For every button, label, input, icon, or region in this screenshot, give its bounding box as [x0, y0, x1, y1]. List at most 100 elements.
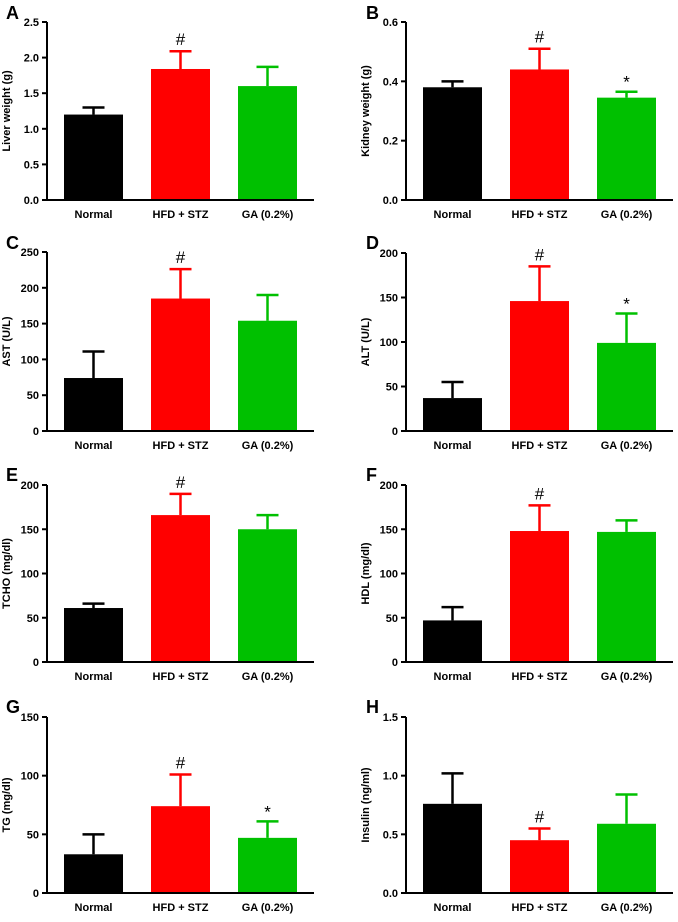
panel-c-letter: C [6, 233, 19, 253]
panel-d-ytick-label: 0 [392, 426, 398, 438]
panel-b-ytick-label: 0.4 [383, 76, 399, 88]
panel-g-letter: G [6, 697, 20, 717]
panel-b-ytick-label: 0.0 [383, 195, 398, 207]
panel-h-y-axis-title: Insulin (ng/ml) [360, 767, 372, 842]
panel-h-ytick-label: 0.5 [383, 829, 398, 841]
panel-a-y-axis-title: Liver weight (g) [1, 70, 13, 152]
panel-e-category-label-hfd-stz: HFD + STZ [153, 671, 209, 683]
panel-f-bar-hfd-stz [510, 531, 569, 662]
panel-e-bar-ga-0-2 [238, 529, 297, 662]
panel-e-bar-normal [64, 608, 123, 662]
panel-b-bar-normal [423, 87, 482, 200]
panel-b-significance-ga-0-2: * [623, 73, 630, 92]
panel-a-letter: A [6, 3, 19, 23]
panel-e-y-axis-title: TCHO (mg/dl) [1, 538, 13, 609]
panel-b-significance-hfd-stz: # [535, 28, 545, 47]
panel-f-ytick-label: 0 [392, 657, 398, 669]
panel-d-significance-hfd-stz: # [535, 245, 545, 264]
panel-a-bar-ga-0-2 [238, 86, 297, 200]
panel-b-ytick-label: 0.2 [383, 136, 398, 148]
panel-e-ytick-label: 200 [21, 480, 39, 492]
panel-g-bar-normal [64, 854, 123, 893]
panel-c-ytick-label: 0 [33, 426, 39, 438]
panel-g-category-label-normal: Normal [75, 902, 113, 914]
panel-c-category-label-hfd-stz: HFD + STZ [153, 440, 209, 452]
panel-g-ytick-label: 150 [21, 712, 39, 724]
panel-e-category-label-ga-0-2: GA (0.2%) [242, 671, 294, 683]
panel-g-significance-hfd-stz: # [176, 753, 186, 772]
panel-a-category-label-hfd-stz: HFD + STZ [153, 209, 209, 221]
panel-c-bar-ga-0-2 [238, 320, 297, 431]
panel-d-category-label-hfd-stz: HFD + STZ [512, 440, 568, 452]
panel-f-bar-normal [423, 620, 482, 662]
panel-a-ytick-label: 2.5 [24, 17, 39, 29]
panel-a-ytick-label: 0.5 [24, 159, 39, 171]
panel-h-category-label-normal: Normal [434, 902, 472, 914]
panel-a-ytick-label: 1.0 [24, 124, 39, 136]
panel-c-y-axis-title: AST (U/L) [1, 316, 13, 366]
panel-h-bar-hfd-stz [510, 840, 569, 893]
panel-c-ytick-label: 100 [21, 354, 39, 366]
panel-f-ytick-label: 100 [380, 569, 398, 581]
panel-c-bar-hfd-stz [151, 298, 210, 431]
panel-h-bar-normal [423, 803, 482, 893]
panel-h-ytick-label: 1.5 [383, 712, 398, 724]
panel-h-category-label-ga-0-2: GA (0.2%) [601, 902, 653, 914]
panel-d-bar-ga-0-2 [597, 342, 656, 431]
panel-e-bar-hfd-stz [151, 515, 210, 662]
panel-b-ytick-label: 0.6 [383, 17, 398, 29]
panel-d-bar-hfd-stz [510, 301, 569, 431]
panel-b-category-label-hfd-stz: HFD + STZ [512, 209, 568, 221]
panel-g-bar-ga-0-2 [238, 837, 297, 893]
panel-b-category-label-ga-0-2: GA (0.2%) [601, 209, 653, 221]
panel-c-ytick-label: 50 [27, 390, 39, 402]
panel-c-category-label-normal: Normal [75, 440, 113, 452]
panel-f-significance-hfd-stz: # [535, 484, 545, 503]
panel-g-ytick-label: 0 [33, 888, 39, 900]
panel-b-bar-hfd-stz [510, 69, 569, 200]
panel-e-significance-hfd-stz: # [176, 473, 186, 492]
panel-c-bar-normal [64, 378, 123, 431]
panel-d-category-label-ga-0-2: GA (0.2%) [601, 440, 653, 452]
panel-c-significance-hfd-stz: # [176, 248, 186, 267]
panel-a-ytick-label: 0.0 [24, 195, 39, 207]
panel-d-ytick-label: 50 [386, 382, 398, 394]
panel-g-bar-hfd-stz [151, 806, 210, 893]
panel-d-y-axis-title: ALT (U/L) [360, 317, 372, 366]
panel-h-bar-ga-0-2 [597, 823, 656, 893]
panel-g-category-label-ga-0-2: GA (0.2%) [242, 902, 294, 914]
panel-a-significance-hfd-stz: # [176, 30, 186, 49]
panel-e-ytick-label: 150 [21, 524, 39, 536]
panel-f-category-label-normal: Normal [434, 671, 472, 683]
panel-c-category-label-ga-0-2: GA (0.2%) [242, 440, 294, 452]
panel-h-ytick-label: 1.0 [383, 771, 398, 783]
panel-d-ytick-label: 200 [380, 248, 398, 260]
panel-h-category-label-hfd-stz: HFD + STZ [512, 902, 568, 914]
panel-h-significance-hfd-stz: # [535, 807, 545, 826]
panel-h-letter: H [366, 697, 379, 717]
panel-b-y-axis-title: Kidney weight (g) [360, 65, 372, 157]
panel-a-category-label-ga-0-2: GA (0.2%) [242, 209, 294, 221]
panel-a-ytick-label: 2.0 [24, 53, 39, 65]
panel-e-letter: E [6, 465, 18, 485]
panel-b-bar-ga-0-2 [597, 97, 656, 200]
panel-e-ytick-label: 100 [21, 569, 39, 581]
panel-f-y-axis-title: HDL (mg/dl) [360, 542, 372, 604]
panel-d-bar-normal [423, 398, 482, 431]
panel-d-ytick-label: 150 [380, 293, 398, 305]
panel-g-significance-ga-0-2: * [264, 802, 271, 821]
panel-d-significance-ga-0-2: * [623, 295, 630, 314]
panel-f-ytick-label: 50 [386, 613, 398, 625]
panel-h-ytick-label: 0.0 [383, 888, 398, 900]
panel-b-letter: B [366, 3, 379, 23]
panel-d-category-label-normal: Normal [434, 440, 472, 452]
panel-f-letter: F [366, 465, 377, 485]
panel-e-category-label-normal: Normal [75, 671, 113, 683]
panel-g-ytick-label: 100 [21, 771, 39, 783]
panel-g-y-axis-title: TG (mg/dl) [1, 777, 13, 832]
panel-g-category-label-hfd-stz: HFD + STZ [153, 902, 209, 914]
panel-a-ytick-label: 1.5 [24, 88, 39, 100]
panel-e-ytick-label: 50 [27, 613, 39, 625]
panel-a-bar-normal [64, 114, 123, 200]
